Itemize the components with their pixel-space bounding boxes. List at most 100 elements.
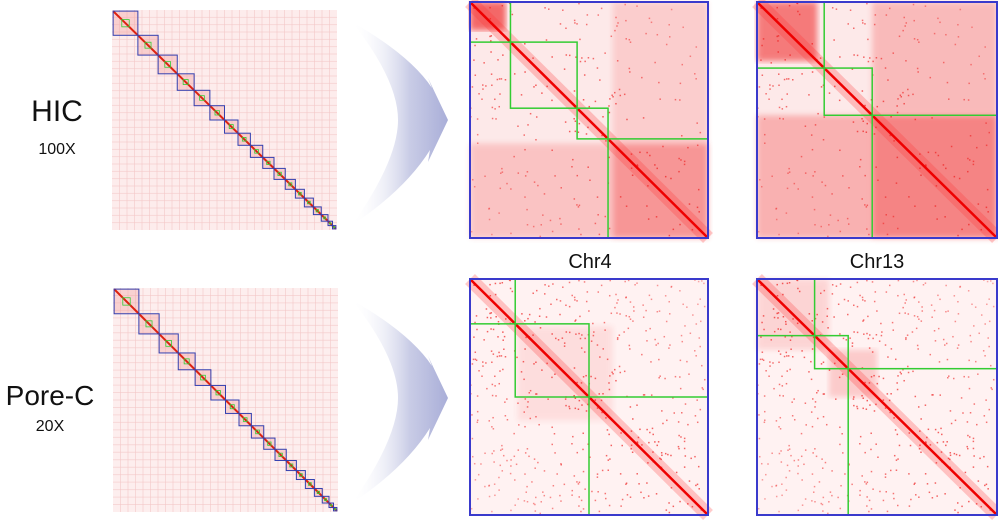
contact-speck: [490, 317, 492, 319]
contact-speck: [697, 303, 699, 306]
contact-speck: [544, 284, 546, 286]
contact-speck: [957, 300, 959, 303]
green-box: [255, 429, 260, 435]
contact-speck: [823, 289, 826, 292]
contact-speck: [856, 407, 859, 410]
contact-speck: [804, 125, 807, 127]
contact-speck: [556, 298, 558, 301]
contact-speck: [597, 291, 600, 293]
contact-speck: [678, 170, 680, 173]
contact-speck: [889, 411, 891, 414]
contact-speck: [769, 365, 771, 367]
contact-speck: [924, 5, 927, 7]
contact-speck: [831, 7, 834, 9]
green-box: [145, 320, 153, 328]
contact-speck: [822, 138, 825, 141]
contact-speck: [814, 406, 816, 408]
contact-speck: [976, 423, 978, 426]
contact-speck: [497, 59, 499, 61]
contact-speck: [630, 430, 633, 432]
contact-speck: [491, 426, 493, 428]
contact-speck: [663, 335, 666, 338]
contact-speck: [932, 394, 934, 396]
diagonal: [274, 448, 287, 462]
contact-speck: [827, 327, 829, 329]
contact-speck: [698, 488, 700, 490]
contact-speck: [783, 355, 786, 358]
contact-speck: [668, 347, 670, 349]
contact-speck: [904, 312, 906, 314]
contact-speck: [555, 337, 557, 340]
contact-speck: [606, 429, 609, 431]
contact-speck: [865, 206, 868, 208]
contact-speck: [646, 482, 648, 484]
contact-speck: [818, 481, 821, 483]
green-box: [215, 390, 221, 396]
contact-speck: [784, 59, 786, 61]
contact-speck: [861, 198, 863, 200]
contact-speck: [945, 167, 947, 170]
contact-speck: [866, 204, 869, 207]
contact-speck: [934, 151, 937, 154]
contact-speck: [780, 328, 782, 331]
contact-speck: [608, 504, 611, 507]
contact-speck: [925, 441, 927, 443]
contact-speck: [630, 153, 633, 155]
contact-speck: [551, 507, 554, 510]
contact-speck: [776, 6, 778, 9]
contact-speck: [593, 331, 595, 333]
diagonal: [157, 54, 178, 75]
contact-speck: [646, 340, 648, 342]
chromosome-box: [112, 10, 139, 36]
chromosome-box: [284, 178, 296, 190]
contact-speck: [910, 498, 912, 501]
contact-speck: [618, 88, 621, 91]
contact-speck: [777, 35, 780, 37]
contact-speck: [939, 21, 941, 24]
contact-speck: [954, 419, 957, 422]
contact-speck: [656, 310, 659, 313]
contact-speck: [797, 287, 799, 290]
contact-speck: [670, 8, 673, 11]
contact-speck: [615, 102, 617, 105]
contact-speck: [968, 159, 971, 161]
contact-speck: [862, 407, 864, 410]
contact-speck: [788, 4, 791, 7]
contact-speck: [814, 501, 816, 503]
contact-speck: [528, 313, 531, 316]
contact-speck: [815, 455, 818, 458]
contact-speck: [886, 233, 889, 236]
contact-speck: [958, 177, 961, 180]
contact-speck: [853, 331, 855, 333]
contact-speck: [861, 118, 863, 120]
contact-speck: [851, 342, 854, 344]
contact-speck: [545, 39, 548, 41]
contact-speck: [916, 315, 919, 318]
contact-speck: [848, 464, 850, 466]
chromosome-box: [273, 167, 286, 180]
contact-speck: [670, 285, 673, 288]
contact-speck: [511, 290, 514, 293]
contact-speck: [828, 224, 830, 226]
contact-speck: [594, 399, 597, 401]
contact-speck: [473, 284, 475, 286]
contact-speck: [820, 225, 822, 228]
contact-speck: [758, 363, 761, 365]
contact-speck: [861, 90, 864, 92]
contact-speck: [863, 333, 865, 335]
contact-speck: [503, 348, 505, 350]
contact-speck: [925, 164, 927, 166]
green-box: [254, 149, 259, 154]
contact-speck: [524, 148, 526, 151]
contact-speck: [767, 463, 769, 465]
contact-speck: [953, 295, 956, 297]
contact-speck: [827, 235, 829, 238]
contact-speck: [582, 376, 585, 378]
contact-speck: [797, 509, 800, 512]
contact-speck: [877, 456, 879, 459]
contact-speck: [670, 177, 672, 180]
contact-speck: [642, 394, 645, 396]
contact-speck: [625, 38, 627, 40]
contact-region: [872, 2, 997, 116]
contact-speck: [481, 98, 483, 100]
